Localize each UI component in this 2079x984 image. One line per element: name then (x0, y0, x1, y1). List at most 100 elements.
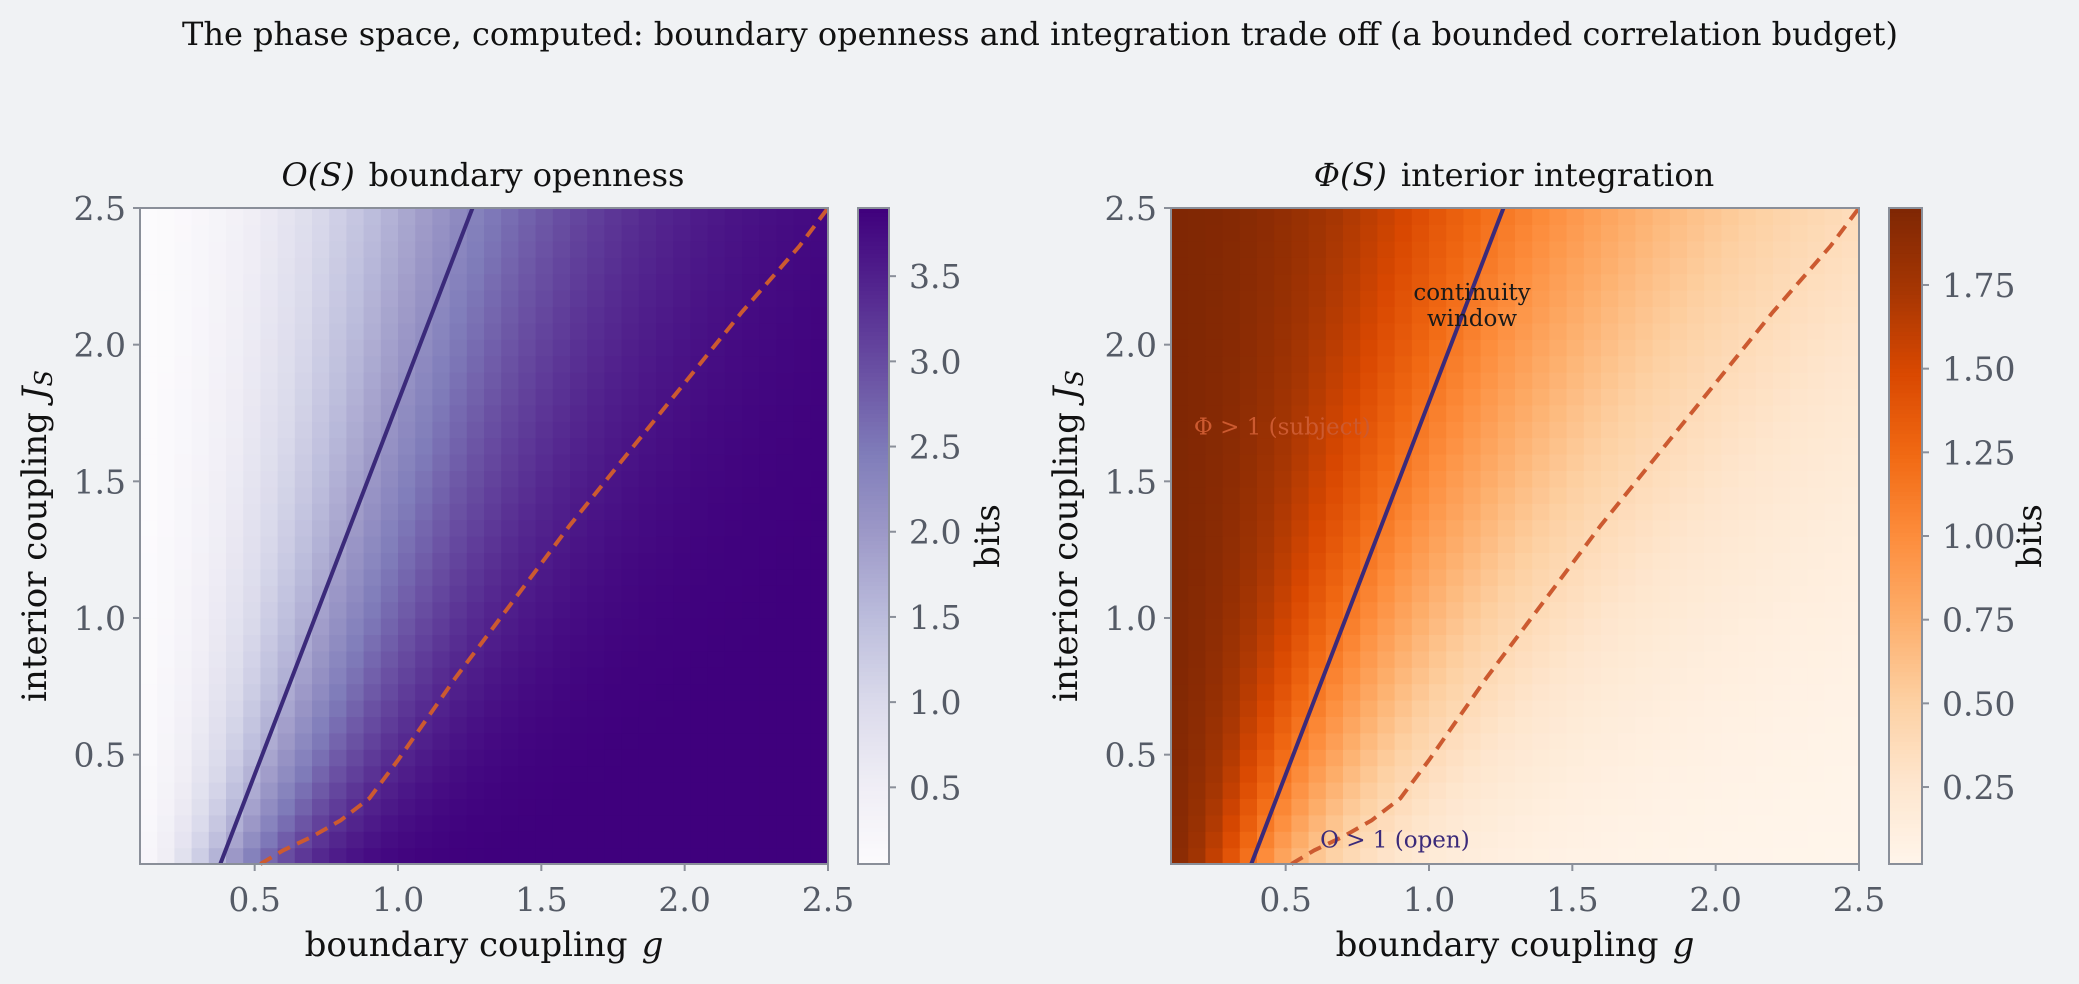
openness-heatmap-cell (415, 552, 433, 570)
openness-heatmap-cell (346, 700, 365, 717)
integration-heatmap-cell (1807, 585, 1826, 603)
openness-heatmap-cell (552, 306, 571, 324)
integration-heatmap-cell (1601, 322, 1619, 340)
integration-heatmap-cell (1188, 273, 1206, 291)
integration-heatmap-cell (1652, 388, 1671, 406)
integration-heatmap-cell (1807, 700, 1826, 717)
openness-colorbar-segment (858, 835, 889, 841)
openness-heatmap-cell (793, 650, 812, 668)
openness-heatmap-cell (518, 683, 537, 701)
openness-heatmap-cell (793, 437, 812, 455)
integration-heatmap-cell (1687, 536, 1705, 553)
openness-heatmap-cell (312, 683, 330, 701)
openness-heatmap-cell (380, 536, 399, 553)
openness-heatmap-cell (724, 404, 743, 422)
openness-heatmap-cell (157, 568, 175, 586)
openness-heatmap-cell (570, 634, 588, 652)
openness-heatmap-cell (380, 782, 399, 799)
openness-colorbar-segment (858, 425, 889, 431)
integration-heatmap-cell (1274, 732, 1292, 750)
openness-heatmap-cell (484, 552, 502, 570)
openness-heatmap-cell (243, 732, 261, 750)
integration-heatmap-cell (1239, 568, 1258, 586)
openness-colorbar-segment (858, 634, 889, 640)
integration-colorbar-segment (1889, 618, 1922, 623)
openness-heatmap-cell (759, 404, 777, 422)
integration-heatmap-cell (1738, 486, 1757, 504)
openness-heatmap-cell (638, 634, 657, 652)
integration-heatmap-cell (1171, 814, 1189, 832)
openness-heatmap-cell (208, 486, 227, 504)
integration-heatmap-cell (1790, 683, 1808, 701)
openness-heatmap-cell (656, 290, 674, 307)
openness-colorbar-segment (858, 589, 889, 595)
openness-colorbar-segment (858, 392, 889, 398)
integration-heatmap-cell (1669, 273, 1688, 291)
integration-heatmap-cell (1738, 503, 1757, 521)
openness-heatmap-cell (449, 552, 468, 570)
openness-heatmap-cell (398, 831, 416, 849)
openness-colorbar-segment (858, 298, 889, 304)
openness-heatmap-cell (294, 814, 313, 832)
integration-heatmap-cell (1549, 847, 1568, 865)
integration-heatmap-cell (1635, 339, 1654, 357)
openness-heatmap-cell (776, 306, 795, 324)
integration-heatmap-cell (1274, 339, 1292, 357)
openness-heatmap-cell (346, 437, 365, 455)
integration-heatmap-cell (1841, 700, 1860, 717)
openness-heatmap-cell (742, 618, 760, 635)
integration-heatmap-cell (1721, 240, 1740, 258)
integration-heatmap-cell (1274, 388, 1292, 406)
openness-heatmap-cell (552, 765, 571, 783)
openness-heatmap-cell (759, 552, 777, 570)
openness-heatmap-cell (174, 601, 193, 619)
integration-heatmap-cell (1841, 847, 1860, 865)
integration-colorbar-segment (1889, 572, 1922, 578)
openness-heatmap-cell (621, 322, 640, 340)
openness-heatmap-cell (656, 765, 674, 783)
openness-heatmap-cell (638, 503, 657, 521)
openness-heatmap-cell (810, 700, 829, 717)
openness-heatmap-cell (690, 372, 709, 389)
openness-heatmap-cell (604, 650, 623, 668)
integration-heatmap-cell (1360, 273, 1378, 291)
openness-heatmap-cell (484, 831, 502, 849)
openness-heatmap-cell (466, 322, 485, 340)
integration-heatmap-cell (1738, 372, 1757, 389)
integration-heatmap-cell (1669, 257, 1688, 275)
integration-heatmap-cell (1274, 634, 1292, 652)
integration-heatmap-cell (1738, 454, 1757, 471)
integration-heatmap-cell (1394, 732, 1413, 750)
integration-heatmap-cell (1807, 355, 1826, 373)
openness-heatmap-cell (535, 339, 554, 357)
integration-heatmap-cell (1566, 437, 1585, 455)
integration-heatmap-cell (1704, 618, 1722, 635)
openness-colorbar-segment (858, 683, 889, 689)
integration-heatmap-cell (1824, 503, 1843, 521)
integration-heatmap-cell (1257, 306, 1275, 324)
openness-heatmap-cell (432, 798, 451, 816)
openness-heatmap-cell (466, 339, 485, 357)
openness-heatmap-cell (535, 486, 554, 504)
openness-heatmap-cell (501, 667, 519, 685)
integration-heatmap-cell (1704, 650, 1722, 668)
openness-colorbar-segment (858, 310, 889, 316)
openness-heatmap-cell (140, 667, 158, 685)
openness-heatmap-cell (294, 208, 313, 225)
integration-heatmap-cell (1377, 732, 1396, 750)
integration-heatmap-cell (1704, 765, 1722, 783)
openness-heatmap-cell (518, 618, 537, 635)
integration-heatmap-cell (1566, 618, 1585, 635)
openness-heatmap-cell (312, 732, 330, 750)
openness-heatmap-cell (707, 667, 726, 685)
integration-heatmap-cell (1222, 618, 1241, 635)
integration-x-tick-label: 2.0 (1689, 880, 1741, 919)
openness-heatmap-cell (294, 454, 313, 471)
openness-heatmap-cell (466, 290, 485, 307)
integration-colorbar-segment (1889, 277, 1922, 283)
openness-heatmap-cell (466, 470, 485, 488)
integration-heatmap-cell (1704, 290, 1722, 307)
integration-heatmap-cell (1824, 372, 1843, 389)
openness-heatmap-cell (380, 683, 399, 701)
openness-heatmap-cell (277, 601, 296, 619)
